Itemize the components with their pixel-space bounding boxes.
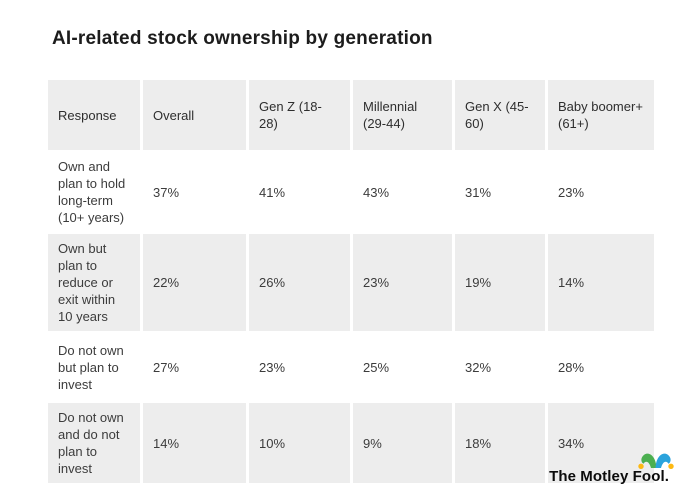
cell-value: 31%: [455, 152, 545, 232]
cell-value: 14%: [548, 234, 654, 331]
cell-value: 41%: [249, 152, 350, 232]
cell-value: 32%: [455, 333, 545, 401]
cell-value: 9%: [353, 403, 452, 483]
column-header-millennial: Millennial (29-44): [353, 80, 452, 150]
page-title: AI-related stock ownership by generation: [52, 28, 433, 49]
table-row: Do not own and do not plan to invest 14%…: [48, 403, 654, 483]
table-row: Own and plan to hold long-term (10+ year…: [48, 152, 654, 232]
cell-value: 34%: [548, 403, 654, 483]
cell-value: 14%: [143, 403, 246, 483]
column-header-boomer: Baby boomer+ (61+): [548, 80, 654, 150]
table-row: Own but plan to reduce or exit within 10…: [48, 234, 654, 331]
cell-value: 23%: [249, 333, 350, 401]
row-label: Own but plan to reduce or exit within 10…: [48, 234, 140, 331]
cell-value: 23%: [548, 152, 654, 232]
cell-value: 26%: [249, 234, 350, 331]
row-label: Do not own but plan to invest: [48, 333, 140, 401]
column-header-response: Response: [48, 80, 140, 150]
cell-value: 43%: [353, 152, 452, 232]
cell-value: 28%: [548, 333, 654, 401]
cell-value: 23%: [353, 234, 452, 331]
logo-text: The Motley Fool.: [549, 468, 669, 485]
cell-value: 37%: [143, 152, 246, 232]
table-row: Do not own but plan to invest 27% 23% 25…: [48, 333, 654, 401]
cell-value: 27%: [143, 333, 246, 401]
cell-value: 10%: [249, 403, 350, 483]
row-label: Own and plan to hold long-term (10+ year…: [48, 152, 140, 232]
cell-value: 18%: [455, 403, 545, 483]
cell-value: 19%: [455, 234, 545, 331]
jester-hat-icon: [638, 453, 674, 469]
cell-value: 25%: [353, 333, 452, 401]
table-header-row: Response Overall Gen Z (18-28) Millennia…: [48, 80, 654, 150]
motley-fool-logo: The Motley Fool.: [549, 453, 674, 486]
stock-ownership-table: Response Overall Gen Z (18-28) Millennia…: [45, 78, 657, 485]
column-header-genx: Gen X (45-60): [455, 80, 545, 150]
column-header-overall: Overall: [143, 80, 246, 150]
column-header-genz: Gen Z (18-28): [249, 80, 350, 150]
row-label: Do not own and do not plan to invest: [48, 403, 140, 483]
cell-value: 22%: [143, 234, 246, 331]
